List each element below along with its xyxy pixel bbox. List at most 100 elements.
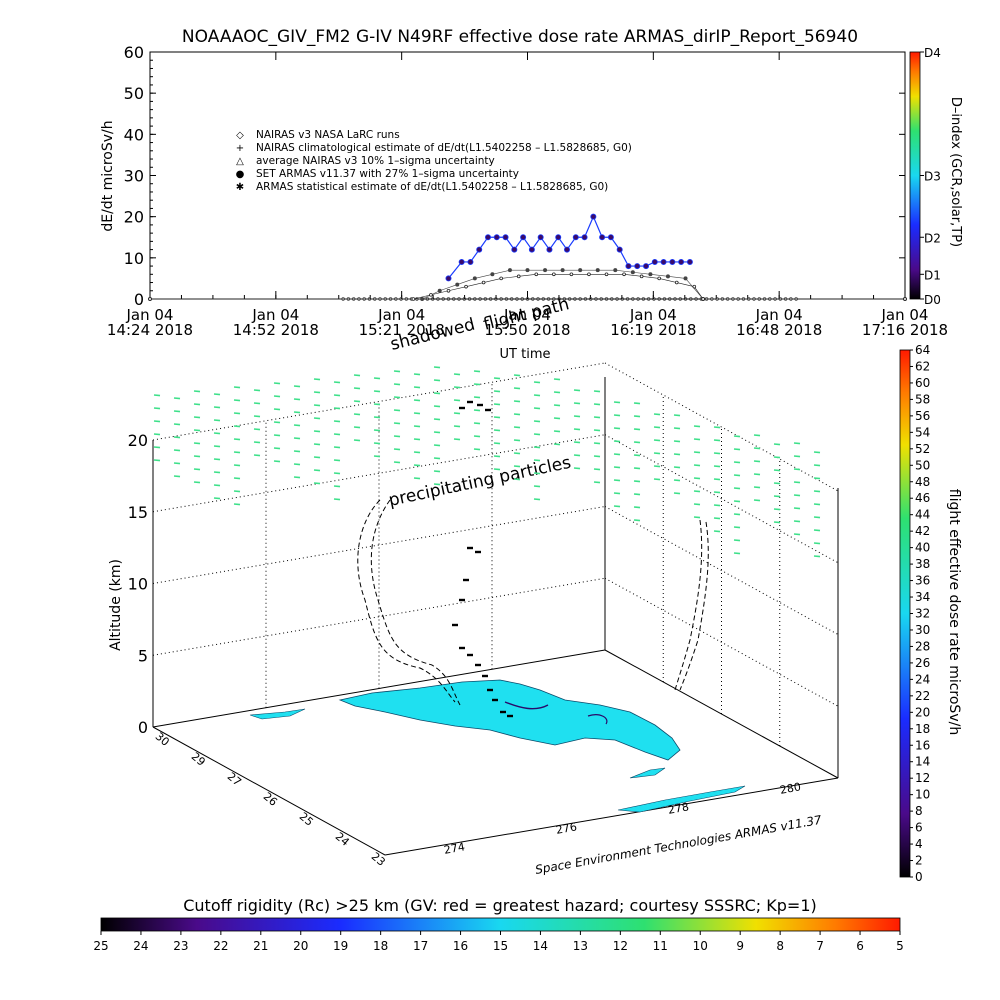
dose-tick-label: 58 bbox=[915, 392, 930, 406]
particle-dash bbox=[193, 403, 201, 406]
particle-dash bbox=[733, 539, 741, 542]
track-marker bbox=[467, 400, 473, 404]
top-x-tick-label-date: Jan 04 bbox=[629, 306, 677, 324]
top-x-tick-label-date: Jan 04 bbox=[503, 306, 551, 324]
set-armas-point bbox=[484, 234, 491, 241]
particle-dash bbox=[313, 443, 321, 446]
particle-dash bbox=[553, 430, 561, 433]
particle-dash bbox=[533, 498, 541, 501]
legend-symbol: + bbox=[236, 143, 244, 154]
longitude-tick-label: 278 bbox=[667, 800, 690, 816]
nairas-run-point bbox=[457, 297, 461, 301]
nairas-climatological-point bbox=[639, 274, 644, 279]
particle-dash bbox=[293, 424, 301, 427]
particle-dash bbox=[673, 453, 681, 456]
top-y-axis-label: dE/dt microSv/h bbox=[100, 120, 116, 231]
track-marker bbox=[459, 406, 465, 410]
particle-dash bbox=[493, 403, 501, 406]
armas-statistical-point bbox=[490, 272, 495, 277]
nairas-climatological-point bbox=[604, 272, 609, 277]
nairas-run-point bbox=[631, 297, 635, 301]
dose-tick-label: 48 bbox=[915, 475, 930, 489]
florida-landmass bbox=[249, 679, 746, 813]
altitude-axis: 0 5 10 15 20 bbox=[128, 431, 148, 737]
top-y-tick-label: 0 bbox=[134, 290, 144, 309]
nairas-run-point bbox=[478, 297, 482, 301]
nairas-run-point bbox=[594, 297, 598, 301]
cutoff-tick-label: 22 bbox=[213, 939, 228, 953]
cutoff-tick-label: 10 bbox=[693, 939, 708, 953]
particle-dash bbox=[653, 426, 661, 429]
particle-dash bbox=[773, 495, 781, 498]
particle-dash bbox=[813, 555, 821, 558]
nairas-climatological-point bbox=[499, 276, 503, 281]
dose-tick-label: 2 bbox=[915, 854, 923, 868]
particle-dash bbox=[733, 500, 741, 503]
particle-dash bbox=[373, 390, 381, 393]
particle-dash bbox=[233, 425, 241, 428]
altitude-tick-label: 5 bbox=[138, 646, 148, 665]
particle-dash bbox=[773, 521, 781, 524]
particle-dash bbox=[273, 421, 281, 424]
particle-dash bbox=[153, 459, 161, 462]
dose-tick-label: 50 bbox=[915, 458, 930, 472]
precipitating-particles bbox=[153, 366, 821, 558]
particle-dash bbox=[613, 453, 621, 456]
particle-dash bbox=[153, 407, 161, 410]
set-armas-point bbox=[607, 234, 614, 241]
set-armas-point bbox=[564, 246, 571, 253]
altitude-gridline bbox=[152, 577, 606, 656]
legend-entry: NAIRAS v3 NASA LaRC runs bbox=[256, 129, 400, 141]
particle-dash bbox=[813, 464, 821, 467]
particle-dash bbox=[333, 498, 341, 501]
track-marker bbox=[459, 646, 465, 650]
nairas-run-point bbox=[515, 297, 519, 301]
dose-tick-label: 60 bbox=[915, 376, 930, 390]
latitude-tick-label: 24 bbox=[333, 830, 352, 849]
particle-dash bbox=[193, 416, 201, 419]
particle-dash bbox=[593, 481, 601, 484]
nairas-run-point bbox=[488, 297, 493, 301]
particle-dash bbox=[153, 420, 161, 423]
top-y-tick-label: 20 bbox=[124, 208, 144, 227]
set-armas-point bbox=[651, 258, 658, 265]
particle-dash bbox=[753, 486, 761, 489]
nairas-run-point bbox=[425, 297, 430, 301]
track-marker bbox=[475, 663, 481, 667]
set-armas-point bbox=[686, 258, 693, 265]
dose-tick-label: 26 bbox=[915, 656, 930, 670]
particle-dash bbox=[313, 404, 321, 407]
d-index-tick-label: D3 bbox=[924, 170, 941, 184]
longitude-axis: 274 276 278 280 bbox=[443, 780, 802, 856]
particle-dash bbox=[573, 454, 581, 457]
top-x-tick-label-date: Jan 04 bbox=[377, 306, 425, 324]
particle-dash bbox=[653, 413, 661, 416]
particle-dash bbox=[613, 466, 621, 469]
particle-dash bbox=[313, 469, 321, 472]
particle-dash bbox=[213, 419, 221, 422]
particle-dash bbox=[513, 478, 521, 481]
nairas-run-point bbox=[557, 297, 561, 301]
set-armas-point bbox=[581, 234, 588, 241]
particle-dash bbox=[313, 378, 321, 381]
particle-dash bbox=[633, 467, 641, 470]
particle-dash bbox=[333, 433, 341, 436]
particle-dash bbox=[713, 452, 721, 455]
latitude-tick-label: 27 bbox=[225, 770, 244, 789]
particle-dash bbox=[493, 429, 501, 432]
cutoff-tick-label: 7 bbox=[816, 939, 824, 953]
latitude-tick-label: 26 bbox=[261, 790, 280, 809]
nairas-run-point bbox=[494, 297, 498, 301]
particle-dash bbox=[633, 480, 641, 483]
particle-dash bbox=[573, 389, 581, 392]
top-legend: ◇ NAIRAS v3 NASA LaRC runs + NAIRAS climato… bbox=[236, 129, 632, 193]
track-marker bbox=[492, 698, 498, 702]
particle-dash bbox=[613, 505, 621, 508]
particle-dash bbox=[593, 416, 601, 419]
particle-dash bbox=[673, 479, 681, 482]
particle-dash bbox=[533, 459, 541, 462]
particle-dash bbox=[533, 446, 541, 449]
top-x-tick-label-date: Jan 04 bbox=[881, 306, 929, 324]
track-marker bbox=[467, 546, 473, 550]
